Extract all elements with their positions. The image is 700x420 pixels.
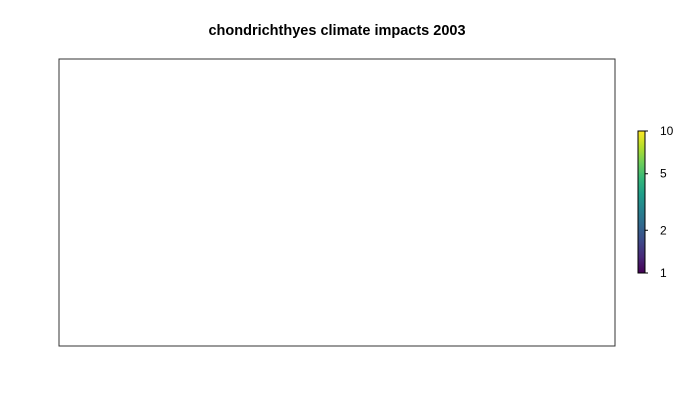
colorbar-ticks: 1 2 5 10 <box>645 124 674 280</box>
plot-frame <box>59 59 615 346</box>
colorbar <box>638 131 645 273</box>
chart-title: chondrichthyes climate impacts 2003 <box>208 23 465 39</box>
colorbar-tick-label: 5 <box>660 167 667 181</box>
colorbar-tick-label: 10 <box>660 124 674 138</box>
colorbar-tick-label: 2 <box>660 223 667 237</box>
colorbar-tick-label: 1 <box>660 266 667 280</box>
